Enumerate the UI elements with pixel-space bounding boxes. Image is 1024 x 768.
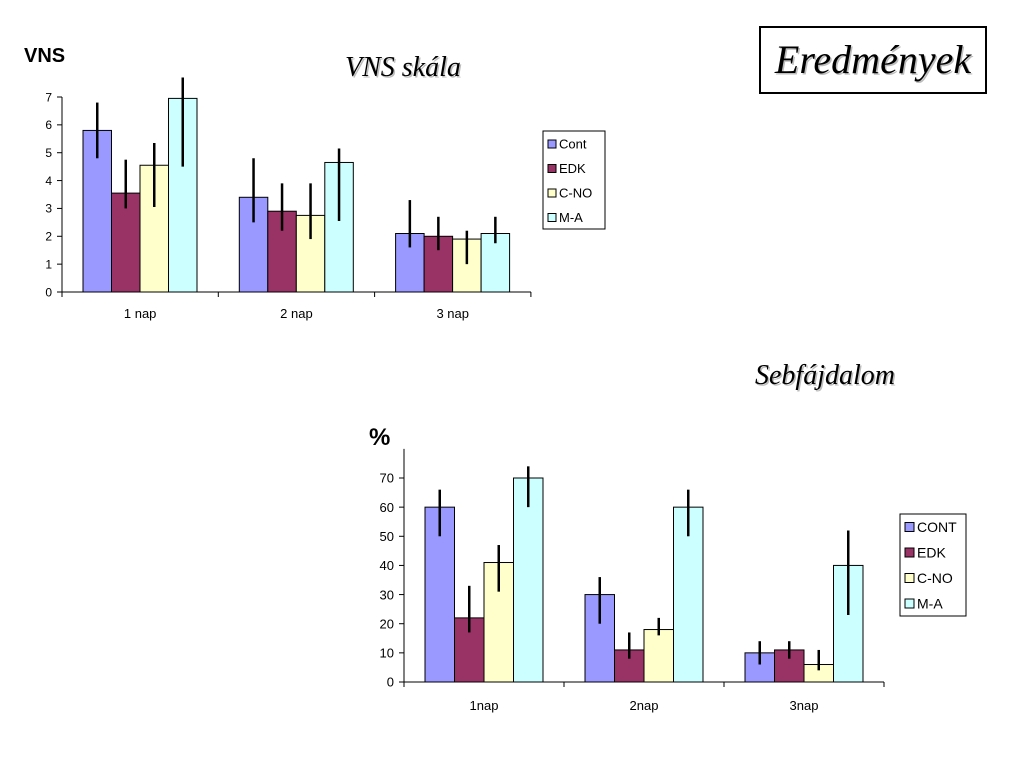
vns-legend-label: M-A: [559, 210, 583, 225]
pain-legend-swatch: [904, 598, 915, 609]
vns-chart-title: VNS skála: [345, 52, 461, 83]
vns-chart: 0 1 2 3 4 5 6 7 1 nap 2 nap 3 nap Cont EDK C-NO M-A: [45, 77, 606, 321]
vns-legend: Cont EDK C-NO M-A: [542, 130, 606, 230]
vns-category-label: 1 nap: [124, 306, 157, 321]
vns-legend-label: EDK: [559, 161, 586, 176]
vns-y-tick-label: 0: [45, 285, 52, 299]
pain-legend: CONT EDK C-NO M-A: [899, 513, 967, 617]
pain-y-tick-label: 30: [380, 587, 394, 602]
pain-bar-cont: [424, 506, 455, 683]
vns-legend-label: Cont: [559, 137, 587, 152]
pain-chart: 0 10 20 30 40 50 60 70 1nap 2nap 3nap CONT EDK C-NO M-…: [380, 448, 967, 713]
slide-title: Eredmények: [759, 26, 987, 94]
pain-legend-swatch: [904, 573, 915, 583]
pain-y-tick-label: 40: [380, 558, 394, 573]
pain-category-label: 2nap: [630, 698, 659, 713]
pain-y-tick-label: 60: [380, 500, 394, 515]
pain-legend-label: EDK: [917, 545, 946, 561]
pain-category-label: 3nap: [790, 698, 819, 713]
pain-chart-title: Sebfájdalom: [755, 360, 895, 391]
vns-y-tick-label: 5: [45, 146, 52, 160]
pain-legend-swatch: [904, 522, 915, 532]
vns-legend-swatch: [547, 164, 557, 173]
vns-y-tick-label: 6: [45, 118, 52, 132]
pain-y-tick-label: 10: [380, 646, 394, 661]
vns-y-axis-label: VNS: [24, 45, 66, 67]
pain-y-axis-label: %: [369, 424, 391, 451]
vns-y-tick-label: 3: [45, 202, 52, 216]
pain-legend-swatch: [904, 547, 915, 558]
pain-y-tick-label: 50: [380, 529, 394, 544]
pain-legend-label: CONT: [917, 519, 957, 535]
pain-y-tick-label: 70: [380, 471, 394, 486]
vns-legend-swatch: [547, 188, 557, 198]
pain-bar-m-a: [513, 477, 544, 683]
pain-legend-label: C-NO: [917, 570, 953, 586]
pain-y-tick-label: 0: [387, 675, 394, 690]
pain-legend-label: M-A: [917, 596, 943, 612]
pain-bar-c-no: [643, 629, 674, 683]
pain-category-label: 1nap: [470, 698, 499, 713]
vns-category-label: 3 nap: [436, 306, 469, 321]
vns-y-tick-label: 7: [45, 90, 52, 104]
pain-y-tick-label: 20: [380, 616, 394, 631]
vns-y-tick-label: 1: [45, 257, 52, 271]
vns-y-tick-label: 2: [45, 230, 52, 244]
vns-legend-swatch: [547, 139, 557, 149]
vns-legend-swatch: [547, 213, 557, 222]
vns-category-label: 2 nap: [280, 306, 313, 321]
vns-legend-label: C-NO: [559, 186, 592, 201]
vns-y-tick-label: 4: [45, 174, 52, 188]
